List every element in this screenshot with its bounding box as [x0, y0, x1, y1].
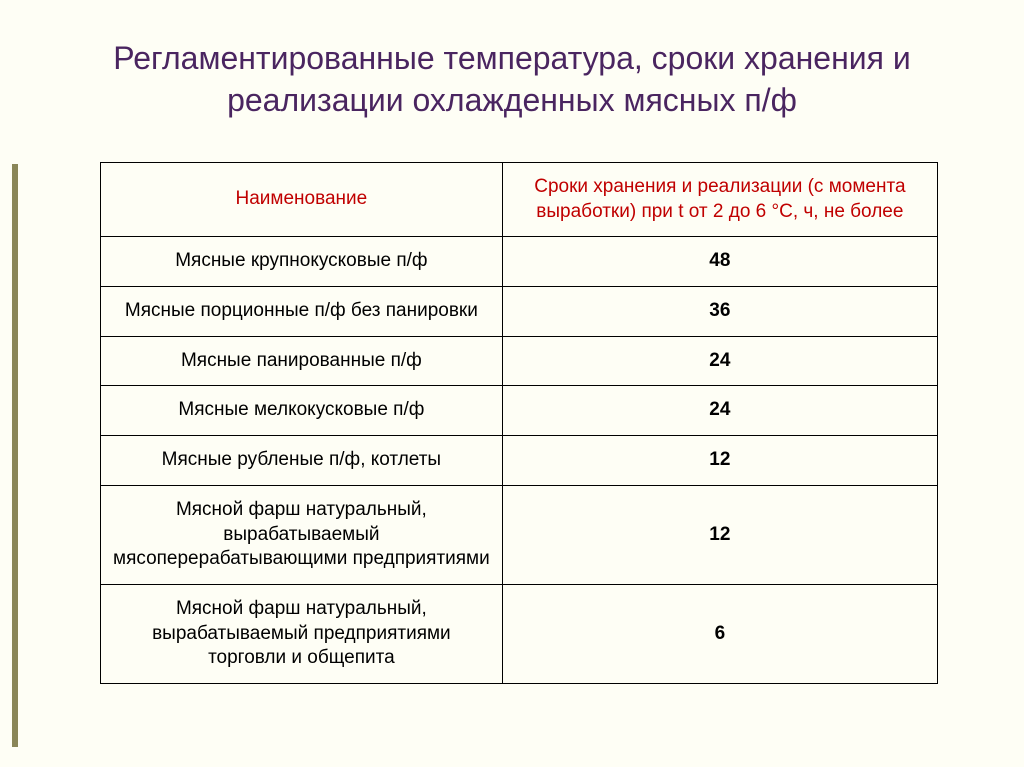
cell-name: Мясные мелкокусковые п/ф	[101, 386, 503, 436]
cell-value: 24	[502, 336, 937, 386]
cell-name: Мясные рубленые п/ф, котлеты	[101, 436, 503, 486]
table-row: Мясной фарш натуральный, вырабатываемый …	[101, 485, 938, 584]
table-row: Мясной фарш натуральный, вырабатываемый …	[101, 584, 938, 683]
slide: Регламентированные температура, сроки хр…	[0, 0, 1024, 767]
cell-value: 24	[502, 386, 937, 436]
table-row: Мясные мелкокусковые п/ф 24	[101, 386, 938, 436]
table-row: Мясные панированные п/ф 24	[101, 336, 938, 386]
cell-value: 6	[502, 584, 937, 683]
column-header-name: Наименование	[101, 163, 503, 237]
accent-bar	[12, 164, 18, 747]
table-row: Мясные рубленые п/ф, котлеты 12	[101, 436, 938, 486]
cell-name: Мясные крупнокусковые п/ф	[101, 237, 503, 287]
table-row: Мясные крупнокусковые п/ф 48	[101, 237, 938, 287]
cell-value: 36	[502, 287, 937, 337]
column-header-value: Сроки хранения и реализации (с момента в…	[502, 163, 937, 237]
cell-value: 12	[502, 485, 937, 584]
cell-name: Мясные порционные п/ф без панировки	[101, 287, 503, 337]
cell-value: 12	[502, 436, 937, 486]
storage-table: Наименование Сроки хранения и реализации…	[100, 162, 938, 684]
cell-value: 48	[502, 237, 937, 287]
table-header-row: Наименование Сроки хранения и реализации…	[101, 163, 938, 237]
page-title: Регламентированные температура, сроки хр…	[0, 0, 1024, 121]
table-container: Наименование Сроки хранения и реализации…	[100, 162, 938, 684]
cell-name: Мясные панированные п/ф	[101, 336, 503, 386]
cell-name: Мясной фарш натуральный, вырабатываемый …	[101, 485, 503, 584]
cell-name: Мясной фарш натуральный, вырабатываемый …	[101, 584, 503, 683]
table-row: Мясные порционные п/ф без панировки 36	[101, 287, 938, 337]
